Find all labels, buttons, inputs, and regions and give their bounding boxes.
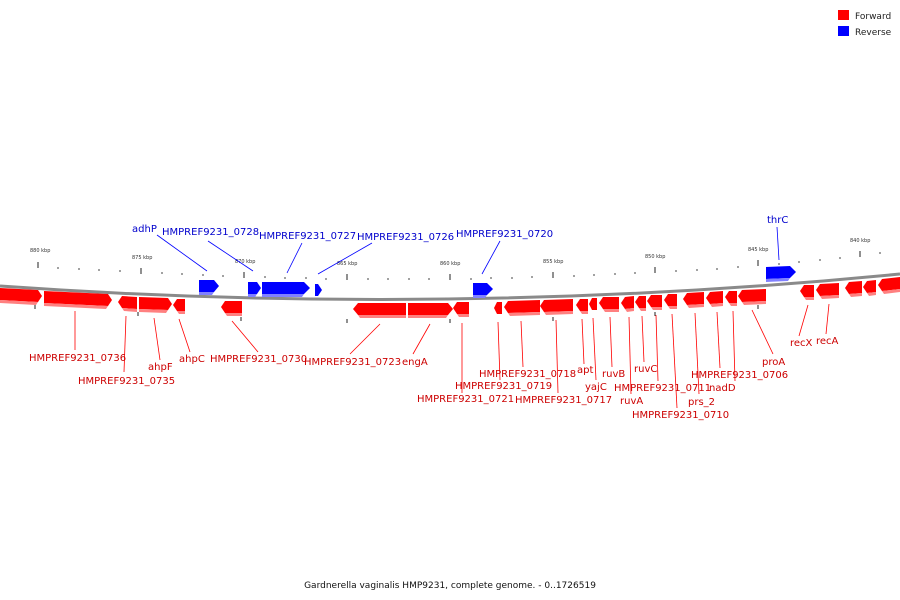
gene-apt[interactable] (576, 299, 588, 314)
label-ruvA[interactable]: ruvA (620, 396, 643, 407)
reverse-labels: adhP HMPREF9231_0728 HMPREF9231_0727 HMP… (132, 215, 788, 243)
label-HMPREF9231_0720[interactable]: HMPREF9231_0720 (456, 229, 553, 240)
label-HMPREF9231_0719[interactable]: HMPREF9231_0719 (455, 381, 552, 392)
gene-nadD[interactable] (725, 291, 737, 306)
gene-HMPREF9231_0711[interactable] (647, 295, 662, 310)
label-thrC[interactable]: thrC (767, 215, 788, 226)
gene-ahpF[interactable] (139, 297, 172, 313)
scale-lower-ticks (34, 305, 759, 323)
label-recX[interactable]: recX (790, 338, 813, 349)
gene-HMPREF9231_0720[interactable] (473, 283, 493, 298)
scale-major-ticks (37, 251, 861, 280)
reverse-leader-lines (156, 226, 780, 275)
gene-recA[interactable] (816, 283, 839, 299)
scale-label-860: 860 kbp (440, 261, 460, 267)
gene-HMPREF9231_0726[interactable] (315, 284, 322, 296)
scale-label-855: 855 kbp (543, 259, 563, 265)
gene-segment-right-3[interactable] (878, 277, 900, 294)
gene-yajC[interactable] (589, 298, 597, 310)
legend-forward-swatch (838, 10, 849, 20)
legend-forward-label: Forward (855, 12, 891, 22)
label-prs_2[interactable]: prs_2 (688, 397, 715, 408)
legend-reverse-swatch (838, 26, 849, 36)
label-HMPREF9231_0717[interactable]: HMPREF9231_0717 (515, 395, 612, 406)
label-ahpF[interactable]: ahpF (148, 362, 173, 373)
label-proA[interactable]: proA (762, 357, 785, 368)
gene-HMPREF9231_0718[interactable] (504, 300, 540, 316)
legend: Forward Reverse (838, 10, 892, 38)
label-engA[interactable]: engA (402, 357, 428, 368)
label-ruvB[interactable]: ruvB (602, 369, 625, 380)
label-ruvC[interactable]: ruvC (634, 364, 657, 375)
gene-ahpC[interactable] (173, 299, 185, 314)
forward-genes (0, 277, 900, 318)
gene-HMPREF9231_0727[interactable] (262, 282, 310, 297)
gene-HMPREF9231_0723[interactable] (353, 303, 406, 318)
label-recA[interactable]: recA (816, 336, 839, 347)
gene-HMPREF9231_0719[interactable] (494, 302, 502, 314)
gene-recX[interactable] (800, 285, 814, 300)
gene-ruvA[interactable] (621, 296, 634, 312)
gene-HMPREF9231_0736[interactable] (44, 291, 112, 309)
label-HMPREF9231_0710[interactable]: HMPREF9231_0710 (632, 410, 729, 421)
label-HMPREF9231_0730[interactable]: HMPREF9231_0730 (210, 354, 307, 365)
label-HMPREF9231_0726[interactable]: HMPREF9231_0726 (357, 232, 454, 243)
label-HMPREF9231_0718[interactable]: HMPREF9231_0718 (479, 369, 576, 380)
gene-ruvB[interactable] (599, 297, 619, 312)
genome-backbone (0, 272, 900, 301)
scale-label-865: 865 kbp (337, 261, 357, 267)
gene-adhP[interactable] (199, 280, 219, 295)
gene-proA[interactable] (738, 289, 766, 305)
label-HMPREF9231_0728[interactable]: HMPREF9231_0728 (162, 227, 259, 238)
label-yajC[interactable]: yajC (585, 382, 607, 393)
scale-minor-ticks (57, 252, 881, 280)
label-HMPREF9231_0711[interactable]: HMPREF9231_0711 (614, 383, 711, 394)
reverse-genes (199, 266, 796, 298)
scale-label-845: 845 kbp (748, 247, 768, 253)
gene-segment-right-1[interactable] (845, 281, 862, 297)
forward-labels: HMPREF9231_0736 HMPREF9231_0735 ahpF ahp… (29, 336, 839, 421)
label-nadD[interactable]: nadD (709, 383, 736, 394)
gene-HMPREF9231_0728[interactable] (248, 282, 261, 297)
label-ahpC[interactable]: ahpC (179, 354, 205, 365)
legend-reverse-label: Reverse (855, 28, 892, 38)
gene-HMPREF9231_0735[interactable] (118, 296, 137, 312)
scale-label-840: 840 kbp (850, 238, 870, 244)
label-HMPREF9231_0736[interactable]: HMPREF9231_0736 (29, 353, 126, 364)
gene-HMPREF9231_0706[interactable] (706, 291, 723, 307)
scale-label-880: 880 kbp (30, 248, 50, 254)
gene-engA[interactable] (408, 303, 453, 318)
label-HMPREF9231_0706[interactable]: HMPREF9231_0706 (691, 370, 788, 381)
gene-HMPREF9231_0717[interactable] (540, 299, 573, 315)
scale-label-850: 850 kbp (645, 254, 665, 260)
label-apt[interactable]: apt (577, 365, 593, 376)
gene-HMPREF9231_0721[interactable] (453, 302, 469, 317)
label-adhP[interactable]: adhP (132, 224, 157, 235)
label-HMPREF9231_0727[interactable]: HMPREF9231_0727 (259, 231, 356, 242)
gene-segment-left[interactable] (0, 288, 42, 305)
gene-HMPREF9231_0730[interactable] (221, 301, 242, 316)
gene-prs_2[interactable] (683, 292, 704, 308)
scale: 880 kbp 875 kbp 870 kbp 865 kbp 860 kbp … (30, 238, 881, 323)
gene-HMPREF9231_0710[interactable] (664, 294, 677, 309)
label-HMPREF9231_0723[interactable]: HMPREF9231_0723 (304, 357, 401, 368)
label-HMPREF9231_0735[interactable]: HMPREF9231_0735 (78, 376, 175, 387)
gene-ruvC[interactable] (635, 296, 646, 311)
map-caption: Gardnerella vaginalis HMP9231, complete … (304, 581, 596, 591)
scale-label-875: 875 kbp (132, 255, 152, 261)
forward-leader-lines (74, 303, 830, 409)
scale-label-870: 870 kbp (235, 259, 255, 265)
gene-thrC[interactable] (766, 266, 796, 282)
label-HMPREF9231_0721[interactable]: HMPREF9231_0721 (417, 394, 514, 405)
gene-segment-right-2[interactable] (863, 280, 876, 296)
